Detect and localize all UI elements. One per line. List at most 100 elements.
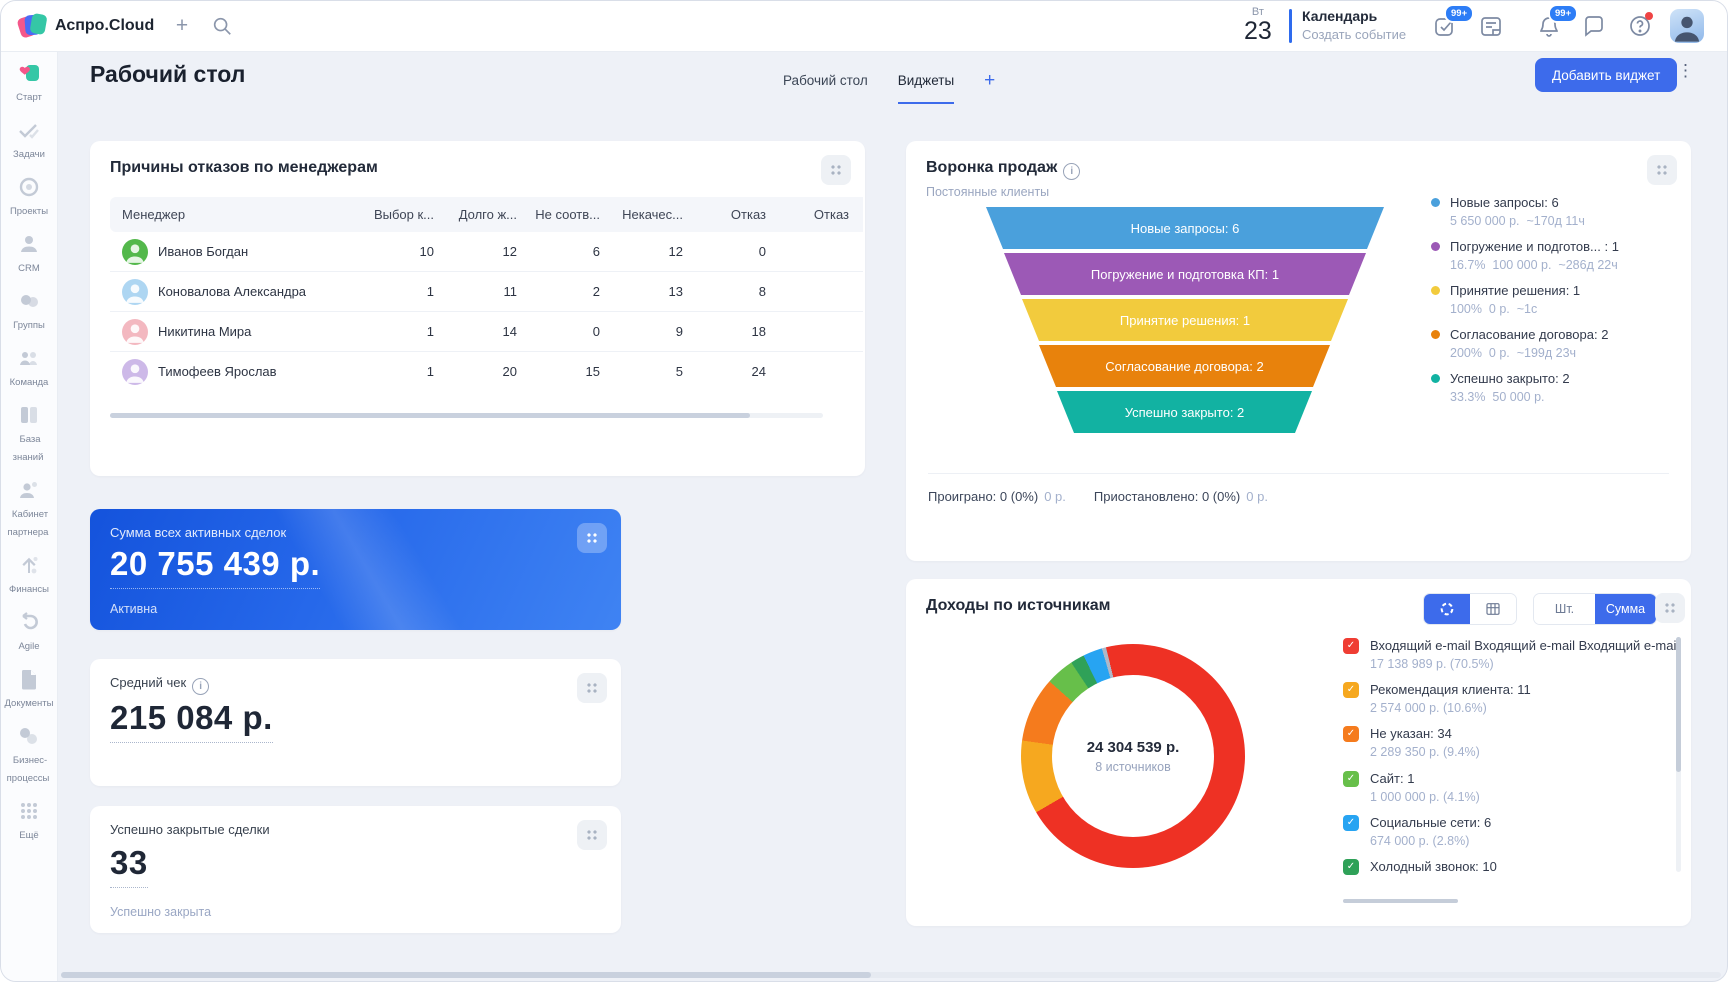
funnel-legend-item[interactable]: Согласование договора: 2200% 0 р. ~199д …	[1431, 326, 1608, 362]
sidebar-item-agile[interactable]: Agile	[1, 610, 58, 654]
funnel-legend-item[interactable]: Новые запросы: 65 650 000 р. ~170д 11ч	[1431, 194, 1585, 230]
cell-value: 1	[365, 324, 448, 339]
table-hscroll-thumb[interactable]	[110, 413, 750, 418]
sidebar-item-partner-cabinet[interactable]: Кабинет партнера	[1, 478, 58, 540]
search-icon[interactable]	[211, 15, 233, 37]
funnel-stage[interactable]: Новые запросы: 6	[986, 207, 1384, 249]
card-value[interactable]: 33	[110, 844, 148, 888]
sidebar-item-more[interactable]: Ещё	[1, 799, 58, 843]
legend-checkbox-icon[interactable]: ✓	[1343, 771, 1359, 787]
income-legend-item[interactable]: ✓ Входящий e-mail Входящий e-mail Входящ…	[1343, 637, 1679, 673]
column-header[interactable]: Не соотв...	[531, 207, 614, 222]
table-row[interactable]: Тимофеев Ярослав 1 20 15 5 24	[110, 352, 863, 391]
income-legend-item[interactable]: ✓ Не указан: 342 289 350 р. (9.4%)	[1343, 725, 1480, 761]
add-tab-icon[interactable]: +	[984, 58, 995, 104]
calendar-date[interactable]: Вт 23	[1244, 6, 1272, 45]
sidebar-item-team[interactable]: Команда	[1, 346, 58, 390]
column-header[interactable]: Отказ	[697, 207, 780, 222]
funnel-stage[interactable]: Успешно закрыто: 2	[1057, 391, 1312, 433]
column-header[interactable]: Менеджер	[110, 207, 365, 222]
income-donut-chart[interactable]: 24 304 539 р. 8 источников	[1021, 644, 1245, 868]
column-header[interactable]: Долго ж...	[448, 207, 531, 222]
sidebar-item-crm[interactable]: CRM	[1, 232, 58, 276]
funnel-legend-item[interactable]: Погружение и подготов... : 116.7% 100 00…	[1431, 238, 1619, 274]
funnel-legend-item[interactable]: Принятие решения: 1100% 0 р. ~1с	[1431, 282, 1580, 318]
tab-desktop[interactable]: Рабочий стол	[783, 58, 868, 104]
refusal-reasons-widget: Причины отказов по менеджерам Менеджер В…	[90, 141, 865, 476]
sidebar-item-start[interactable]: Старт	[1, 61, 58, 105]
widget-title: Доходы по источникам	[926, 597, 1110, 615]
legend-vscroll-thumb[interactable]	[1676, 637, 1681, 772]
table-row[interactable]: Никитина Мира 1 14 0 9 18	[110, 312, 863, 352]
funnel-stage[interactable]: Погружение и подготовка КП: 1	[1004, 253, 1366, 295]
legend-title: Успешно закрыто: 2	[1450, 371, 1570, 386]
table-view-button[interactable]	[1470, 594, 1516, 624]
view-toggle-group	[1423, 593, 1517, 625]
manager-name: Иванов Богдан	[158, 244, 248, 259]
income-legend-item[interactable]: ✓ Социальные сети: 6674 000 р. (2.8%)	[1343, 814, 1491, 850]
legend-title: Новые запросы: 6	[1450, 195, 1559, 210]
table-row[interactable]: Коновалова Александра 1 11 2 13 8	[110, 272, 863, 312]
sum-toggle-button[interactable]: Сумма	[1595, 594, 1656, 624]
sidebar-item-documents[interactable]: Документы	[1, 667, 58, 711]
sidebar-item-tasks[interactable]: Задачи	[1, 118, 58, 162]
legend-title: Погружение и подготов... : 1	[1450, 239, 1619, 254]
create-new-icon[interactable]: +	[169, 13, 195, 39]
donut-view-button[interactable]	[1424, 594, 1470, 624]
tasks-badge: 99+	[1444, 4, 1474, 23]
drag-handle-icon[interactable]	[1655, 593, 1685, 623]
legend-checkbox-icon[interactable]: ✓	[1343, 815, 1359, 831]
documents-icon	[17, 667, 41, 691]
sidebar-item-groups[interactable]: Группы	[1, 289, 58, 333]
tab-widgets[interactable]: Виджеты	[898, 58, 954, 104]
drag-handle-icon[interactable]	[577, 820, 607, 850]
page-hscroll-thumb[interactable]	[61, 972, 871, 978]
sales-funnel-widget: Воронка продажi Постоянные клиенты Новые…	[906, 141, 1691, 561]
income-legend-item[interactable]: ✓ Рекомендация клиента: 112 574 000 р. (…	[1343, 681, 1531, 717]
sidebar-item-knowledge-base[interactable]: База знаний	[1, 403, 58, 465]
lost-label: Проиграно: 0 (0%)	[928, 489, 1038, 504]
drag-handle-icon[interactable]	[1647, 155, 1677, 185]
app-logo-icon[interactable]	[19, 13, 46, 40]
funnel-stage[interactable]: Согласование договора: 2	[1039, 345, 1330, 387]
page-menu-kebab-icon[interactable]: ⋮	[1677, 61, 1694, 81]
user-avatar[interactable]	[1670, 9, 1704, 43]
units-toggle-button[interactable]: Шт.	[1534, 594, 1595, 624]
day-number: 23	[1244, 18, 1272, 45]
column-header[interactable]: Выбор к...	[365, 207, 448, 222]
sidebar-item-label: CRM	[16, 263, 42, 274]
notes-icon[interactable]	[1479, 14, 1503, 38]
column-header[interactable]: Отказ	[780, 207, 863, 222]
table-row[interactable]: Иванов Богдан 10 12 6 12 0	[110, 232, 863, 272]
drag-handle-icon[interactable]	[577, 523, 607, 553]
sidebar-item-finance[interactable]: Финансы	[1, 553, 58, 597]
info-icon[interactable]: i	[192, 678, 209, 695]
card-value[interactable]: 215 084 р.	[110, 699, 273, 743]
sidebar-item-projects[interactable]: Проекты	[1, 175, 58, 219]
partner-cabinet-icon	[17, 478, 41, 502]
funnel-legend-item[interactable]: Успешно закрыто: 233.3% 50 000 р.	[1431, 370, 1570, 406]
cell-value: 14	[448, 324, 531, 339]
card-value[interactable]: 20 755 439 р.	[110, 545, 320, 589]
create-event-link[interactable]: Создать событие	[1302, 27, 1406, 42]
sidebar-item-business-processes[interactable]: Бизнес-процессы	[1, 724, 58, 786]
legend-title: Принятие решения: 1	[1450, 283, 1580, 298]
legend-detail: 1 000 000 р. (4.1%)	[1370, 790, 1480, 804]
legend-checkbox-icon[interactable]: ✓	[1343, 726, 1359, 742]
legend-hscroll-thumb[interactable]	[1343, 899, 1458, 903]
funnel-stage[interactable]: Принятие решения: 1	[1022, 299, 1348, 341]
drag-handle-icon[interactable]	[577, 673, 607, 703]
legend-checkbox-icon[interactable]: ✓	[1343, 859, 1359, 875]
legend-checkbox-icon[interactable]: ✓	[1343, 682, 1359, 698]
legend-checkbox-icon[interactable]: ✓	[1343, 638, 1359, 654]
info-icon[interactable]: i	[1063, 163, 1080, 180]
income-legend-item[interactable]: ✓ Холодный звонок: 10	[1343, 858, 1497, 876]
add-widget-button[interactable]: Добавить виджет	[1535, 58, 1677, 92]
drag-handle-icon[interactable]	[821, 155, 851, 185]
column-header[interactable]: Некачес...	[614, 207, 697, 222]
income-legend-item[interactable]: ✓ Сайт: 11 000 000 р. (4.1%)	[1343, 770, 1480, 806]
funnel-subtitle: Постоянные клиенты	[926, 185, 1049, 199]
top-bar: Аспро.Cloud + Вт 23 Календарь Создать со…	[1, 1, 1727, 52]
calendar-link[interactable]: Календарь	[1302, 8, 1377, 24]
chat-icon[interactable]	[1582, 14, 1606, 38]
